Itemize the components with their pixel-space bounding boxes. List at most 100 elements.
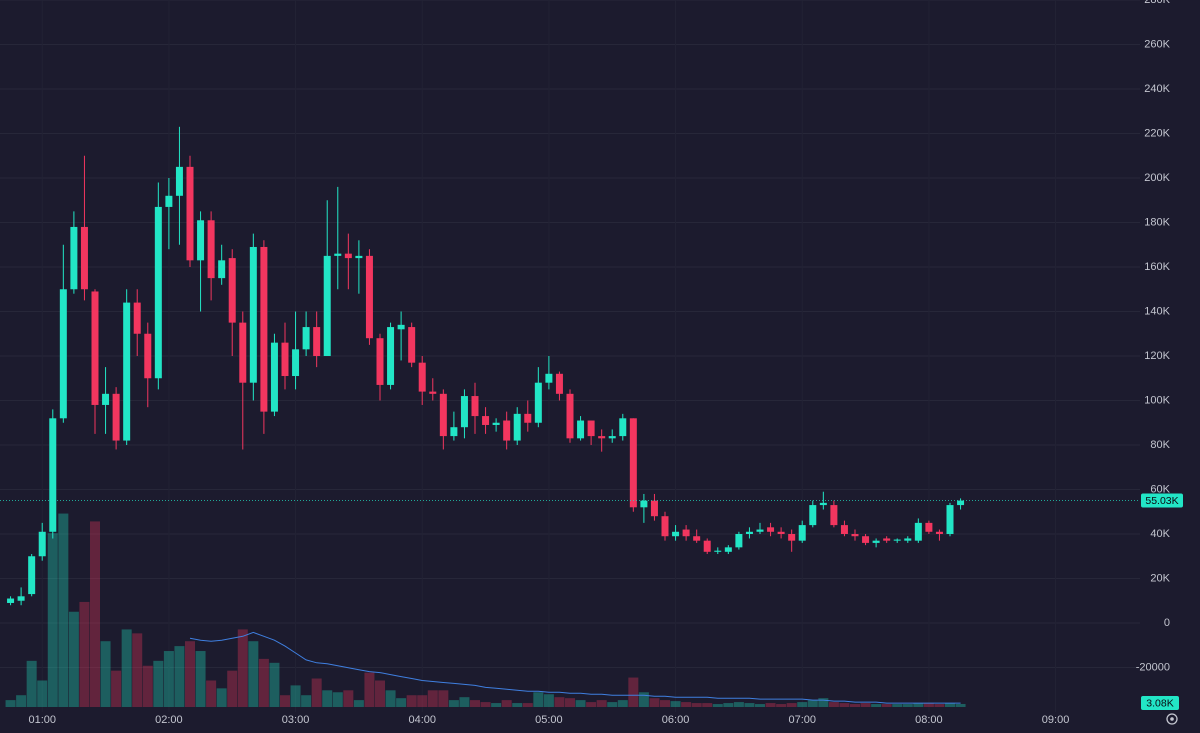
- volume-bar: [649, 698, 660, 707]
- volume-bar: [5, 700, 16, 707]
- volume-bar: [385, 690, 396, 707]
- candle-body: [935, 531, 943, 534]
- volume-bar: [776, 704, 787, 707]
- candle-body: [344, 253, 352, 259]
- candle-body: [418, 362, 426, 392]
- candle-body: [555, 373, 563, 394]
- volume-bar: [153, 660, 164, 707]
- volume-bar: [438, 690, 449, 707]
- volume-bar: [427, 690, 438, 707]
- volume-ma-line: [189, 631, 961, 704]
- volume-bar: [744, 703, 755, 707]
- candle-body: [872, 540, 880, 543]
- candle-body: [503, 420, 511, 441]
- candle-body: [629, 418, 637, 508]
- y-tick-label: 80K: [1150, 439, 1170, 451]
- candle-body: [851, 534, 859, 537]
- candle-body: [239, 322, 247, 383]
- candle-body: [355, 255, 363, 259]
- candle-body: [830, 505, 838, 526]
- volume-bar: [881, 704, 892, 707]
- volume-bar: [945, 703, 955, 707]
- volume-bar: [121, 629, 132, 707]
- x-tick-label: 08:00: [915, 714, 943, 726]
- candle-body: [914, 522, 922, 541]
- volume-bar: [290, 685, 301, 707]
- volume-bar: [111, 670, 122, 707]
- candle-body: [608, 436, 616, 439]
- candle-body: [714, 550, 722, 552]
- candle-body: [661, 516, 669, 537]
- candle-body: [397, 324, 405, 330]
- volume-bar: [839, 703, 850, 707]
- volume-bar: [723, 703, 734, 707]
- volume-bar: [79, 601, 90, 707]
- volume-bar: [955, 703, 966, 707]
- candle-body: [513, 413, 521, 441]
- volume-bar: [258, 658, 269, 707]
- volume-bar: [501, 700, 512, 707]
- candle-body: [577, 420, 585, 439]
- volume-bar: [797, 702, 808, 707]
- candle-body: [893, 539, 901, 541]
- volume-bar: [269, 662, 280, 707]
- candle-body: [28, 556, 36, 595]
- candle-body: [925, 522, 933, 532]
- volume-bar: [185, 641, 195, 707]
- volume-bar: [660, 700, 670, 707]
- candle-body: [123, 302, 131, 441]
- volume-bar: [343, 690, 354, 707]
- volume-bar: [543, 694, 554, 707]
- candle-body: [883, 538, 891, 541]
- x-tick-label: 04:00: [408, 714, 436, 726]
- y-tick-label: 40K: [1150, 528, 1170, 540]
- candle-body: [819, 502, 827, 506]
- candle-body: [957, 500, 965, 506]
- settings-icon[interactable]: [1166, 713, 1178, 725]
- candle-body: [365, 255, 373, 339]
- volume-bar: [364, 672, 375, 707]
- volume-bar: [301, 695, 312, 707]
- volume-bar: [902, 704, 913, 707]
- volume-bar: [332, 692, 343, 707]
- candle-body: [429, 391, 437, 394]
- volume-bar: [248, 641, 259, 707]
- candle-body: [102, 393, 110, 405]
- gear-center: [1170, 717, 1174, 721]
- volume-bar: [607, 702, 618, 707]
- volume-bar: [417, 695, 428, 707]
- candle-body: [70, 226, 78, 290]
- candle-body: [281, 342, 289, 377]
- volume-bar: [638, 692, 649, 707]
- y-tick-label: 0: [1164, 617, 1170, 629]
- volume-bar: [807, 700, 818, 707]
- x-tick-label: 07:00: [788, 714, 816, 726]
- y-tick-label: 200K: [1144, 172, 1170, 184]
- candle-body: [218, 260, 226, 279]
- candle-body: [598, 436, 606, 439]
- volume-bar: [733, 702, 744, 707]
- volume-bar: [818, 698, 829, 707]
- volume-bar: [195, 651, 206, 707]
- volume-bar: [311, 678, 322, 707]
- volume-bar: [68, 611, 79, 707]
- candle-body: [904, 538, 912, 541]
- volume-bar: [132, 633, 143, 707]
- candle-body: [207, 220, 215, 279]
- candle-body: [249, 246, 257, 383]
- volume-bar: [142, 665, 153, 707]
- candle-body: [619, 418, 627, 437]
- candle-body: [756, 529, 764, 532]
- volume-bar: [58, 513, 69, 707]
- candle-body: [724, 547, 732, 552]
- candle-body: [334, 253, 342, 256]
- volume-bar: [596, 700, 607, 707]
- volume-bar: [47, 533, 58, 707]
- volume-bar: [860, 703, 871, 707]
- volume-bar: [174, 646, 185, 707]
- candle-body: [228, 258, 236, 323]
- candle-body: [650, 500, 658, 517]
